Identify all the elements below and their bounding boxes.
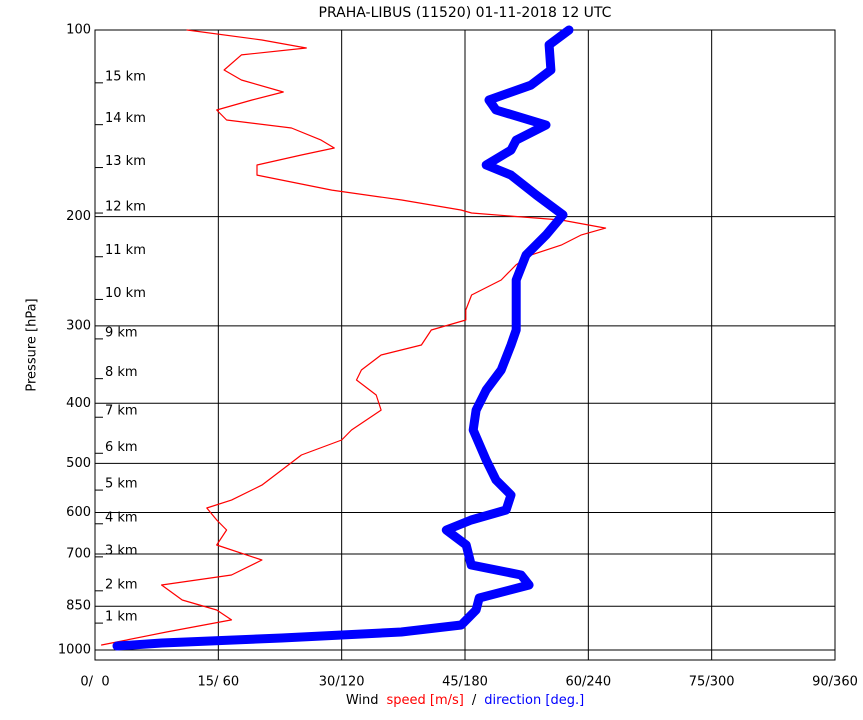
y-tick-label: 700 <box>66 546 91 561</box>
height-label: 15 km <box>105 69 146 84</box>
y-axis-label: Pressure [hPa] <box>25 298 40 391</box>
x-axis-label-part: / <box>472 693 477 708</box>
y-tick-label: 600 <box>66 505 91 520</box>
x-axis-label-part: direction [deg.] <box>484 693 584 708</box>
height-label: 12 km <box>105 200 146 215</box>
height-label: 6 km <box>105 440 138 455</box>
height-label: 9 km <box>105 325 138 340</box>
height-label: 5 km <box>105 477 138 492</box>
height-label: 13 km <box>105 154 146 169</box>
x-axis-label-part: Wind <box>346 693 379 708</box>
x-tick-label: 30/120 <box>319 675 365 690</box>
y-tick-label: 500 <box>66 456 91 471</box>
y-tick-label: 200 <box>66 209 91 224</box>
height-label: 10 km <box>105 286 146 301</box>
y-tick-label: 100 <box>66 23 91 38</box>
x-tick-label: 60/240 <box>565 675 611 690</box>
x-tick-label: 75/300 <box>689 675 735 690</box>
x-tick-label: 45/180 <box>442 675 488 690</box>
y-tick-label: 850 <box>66 599 91 614</box>
height-label: 7 km <box>105 404 138 419</box>
height-label: 11 km <box>105 243 146 258</box>
y-tick-label: 300 <box>66 318 91 333</box>
height-label: 3 km <box>105 543 138 558</box>
series-line <box>101 29 607 646</box>
height-label: 1 km <box>105 610 138 625</box>
x-tick-label: 15/ 60 <box>198 675 240 690</box>
height-label: 2 km <box>105 577 138 592</box>
height-label: 8 km <box>105 365 138 380</box>
height-label: 4 km <box>105 510 138 525</box>
x-axis-label-part: speed [m/s] <box>387 693 464 708</box>
x-axis-label: Wind speed [m/s] / direction [deg.] <box>346 693 584 708</box>
y-tick-label: 400 <box>66 396 91 411</box>
x-tick-label: 90/360 <box>812 675 858 690</box>
x-tick-label: 0/ 0 <box>80 675 109 690</box>
y-tick-label: 1000 <box>58 643 91 658</box>
chart-title: PRAHA-LIBUS (11520) 01-11-2018 12 UTC <box>319 5 612 21</box>
series-line <box>112 25 574 651</box>
height-label: 14 km <box>105 111 146 126</box>
